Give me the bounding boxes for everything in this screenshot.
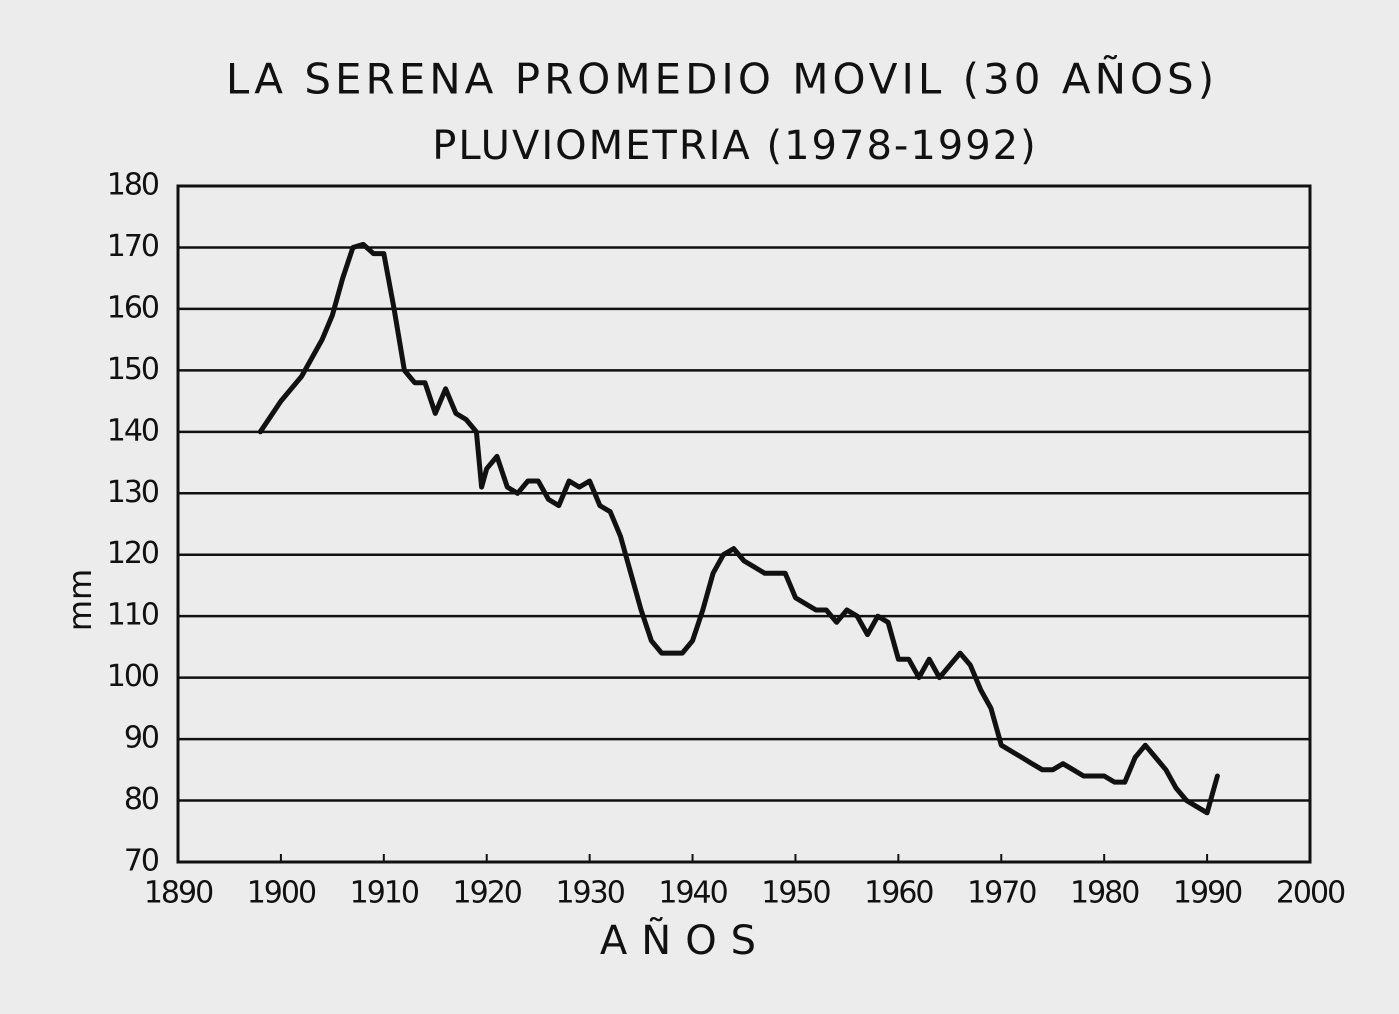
x-tick-label: 1920	[453, 876, 522, 911]
y-tick-label: 110	[107, 598, 159, 633]
x-tick-label: 1900	[247, 876, 316, 911]
x-tick-label: 1930	[555, 876, 624, 911]
y-tick-label: 80	[124, 782, 159, 817]
x-tick-label: 1950	[761, 876, 830, 911]
y-tick-label: 150	[107, 352, 159, 387]
x-tick-label: 1990	[1173, 876, 1242, 911]
y-tick-label: 100	[107, 659, 159, 694]
x-tick-label: 1890	[144, 876, 213, 911]
y-tick-label: 120	[107, 536, 159, 571]
y-tick-label: 70	[124, 844, 159, 879]
x-axis-label: AÑOS	[600, 916, 770, 964]
x-tick-label: 2000	[1276, 876, 1345, 911]
y-tick-label: 180	[107, 168, 159, 203]
x-tick-label: 1940	[658, 876, 727, 911]
x-tick-label: 1970	[967, 876, 1036, 911]
x-tick-label: 1980	[1070, 876, 1139, 911]
y-axis-label: mm	[61, 569, 99, 631]
y-tick-label: 130	[107, 475, 159, 510]
data-line	[257, 241, 1220, 816]
y-tick-label: 160	[107, 290, 159, 325]
y-tick-label: 170	[107, 229, 159, 264]
chart-title: LA SERENA PROMEDIO MOVIL (30 AÑOS)	[226, 54, 1218, 104]
y-tick-label: 140	[107, 413, 159, 448]
chart-subtitle: PLUVIOMETRIA (1978-1992)	[432, 123, 1037, 169]
y-tick-label: 90	[124, 721, 159, 756]
x-tick-label: 1910	[350, 876, 419, 911]
x-tick-label: 1960	[864, 876, 933, 911]
